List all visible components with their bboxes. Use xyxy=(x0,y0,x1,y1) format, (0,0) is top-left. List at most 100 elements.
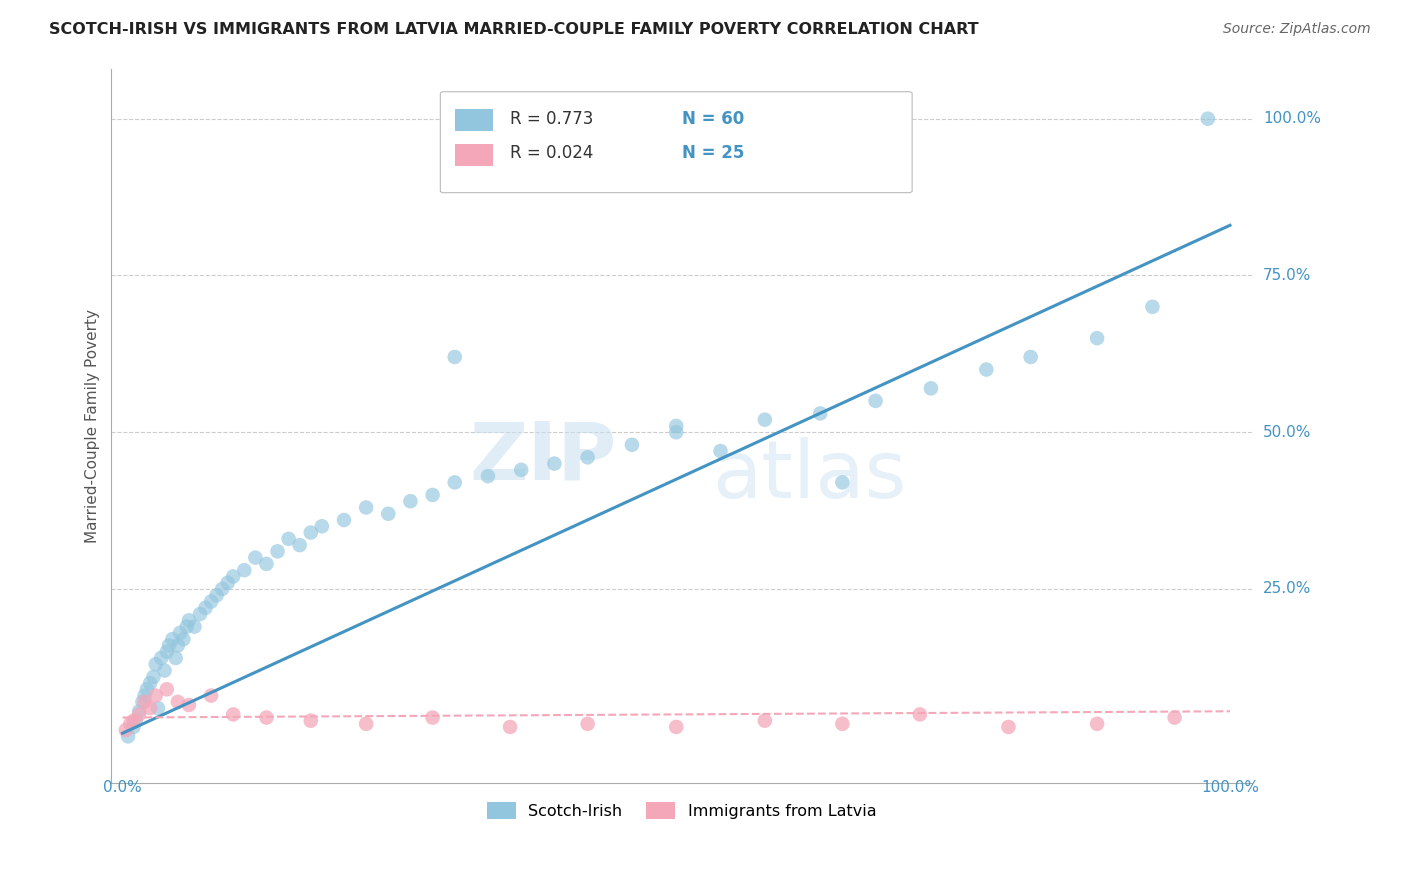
Point xyxy=(1142,300,1164,314)
Point xyxy=(976,362,998,376)
Point xyxy=(200,594,222,608)
Point xyxy=(176,619,198,633)
Bar xyxy=(454,110,494,131)
Text: N = 60: N = 60 xyxy=(682,110,744,128)
Point xyxy=(134,689,156,703)
Point xyxy=(256,710,278,724)
Point xyxy=(211,582,233,596)
Point xyxy=(156,645,179,659)
Point xyxy=(205,588,228,602)
Text: ZIP: ZIP xyxy=(470,418,617,496)
Point xyxy=(167,639,190,653)
Point xyxy=(831,716,853,731)
Y-axis label: Married-Couple Family Poverty: Married-Couple Family Poverty xyxy=(86,309,100,543)
Point xyxy=(299,525,322,540)
Point xyxy=(1085,716,1108,731)
Point xyxy=(165,651,187,665)
Point xyxy=(354,500,377,515)
Point xyxy=(665,419,688,434)
Point xyxy=(443,350,465,364)
Point xyxy=(128,707,150,722)
Point xyxy=(920,381,942,395)
Point xyxy=(1085,331,1108,345)
Text: 0.0%: 0.0% xyxy=(103,780,142,796)
Point xyxy=(443,475,465,490)
Point xyxy=(131,695,153,709)
Point xyxy=(172,632,194,647)
Point xyxy=(117,730,139,744)
Point xyxy=(139,701,162,715)
Text: atlas: atlas xyxy=(711,437,907,515)
Point xyxy=(266,544,288,558)
Point xyxy=(162,632,184,647)
Point xyxy=(142,670,165,684)
Point xyxy=(114,723,136,737)
Text: 25.0%: 25.0% xyxy=(1263,582,1312,597)
Point xyxy=(997,720,1019,734)
Point xyxy=(177,613,200,627)
Point xyxy=(422,488,444,502)
Point xyxy=(399,494,422,508)
Point xyxy=(908,707,931,722)
Point xyxy=(256,557,278,571)
Point xyxy=(120,716,142,731)
Point xyxy=(125,714,148,728)
Point xyxy=(620,438,643,452)
Point xyxy=(808,406,831,420)
Point xyxy=(377,507,399,521)
Point xyxy=(510,463,533,477)
Point xyxy=(183,619,205,633)
Point xyxy=(831,475,853,490)
Point xyxy=(865,393,887,408)
Text: 75.0%: 75.0% xyxy=(1263,268,1312,283)
Point xyxy=(217,575,239,590)
Point xyxy=(1197,112,1219,126)
Point xyxy=(194,600,217,615)
Point xyxy=(135,682,157,697)
Legend: Scotch-Irish, Immigrants from Latvia: Scotch-Irish, Immigrants from Latvia xyxy=(481,796,883,825)
Point xyxy=(754,412,776,426)
Point xyxy=(245,550,267,565)
Point xyxy=(157,639,180,653)
Text: SCOTCH-IRISH VS IMMIGRANTS FROM LATVIA MARRIED-COUPLE FAMILY POVERTY CORRELATION: SCOTCH-IRISH VS IMMIGRANTS FROM LATVIA M… xyxy=(49,22,979,37)
Text: Source: ZipAtlas.com: Source: ZipAtlas.com xyxy=(1223,22,1371,37)
Point xyxy=(477,469,499,483)
Point xyxy=(288,538,311,552)
Point xyxy=(233,563,256,577)
Point xyxy=(709,444,731,458)
Point xyxy=(145,657,167,672)
Point xyxy=(188,607,211,621)
Point xyxy=(422,710,444,724)
Text: N = 25: N = 25 xyxy=(682,145,744,162)
Point xyxy=(200,689,222,703)
Point xyxy=(139,676,162,690)
Point xyxy=(146,701,169,715)
Point xyxy=(150,651,173,665)
Point xyxy=(543,457,565,471)
Point xyxy=(153,664,176,678)
Point xyxy=(311,519,333,533)
Point xyxy=(177,698,200,712)
Point xyxy=(277,532,299,546)
Point xyxy=(167,695,190,709)
Point xyxy=(354,716,377,731)
Text: R = 0.773: R = 0.773 xyxy=(510,110,593,128)
Point xyxy=(754,714,776,728)
Text: 100.0%: 100.0% xyxy=(1201,780,1258,796)
Point xyxy=(122,720,145,734)
Point xyxy=(333,513,356,527)
Text: 100.0%: 100.0% xyxy=(1263,112,1322,126)
Point xyxy=(169,626,191,640)
Point xyxy=(499,720,522,734)
Point xyxy=(1163,710,1185,724)
Point xyxy=(576,716,599,731)
Text: 50.0%: 50.0% xyxy=(1263,425,1312,440)
FancyBboxPatch shape xyxy=(440,92,912,193)
Point xyxy=(665,425,688,440)
Text: R = 0.024: R = 0.024 xyxy=(510,145,593,162)
Point xyxy=(128,704,150,718)
Point xyxy=(222,569,245,583)
Point xyxy=(1019,350,1042,364)
Point xyxy=(122,714,145,728)
Point xyxy=(156,682,179,697)
